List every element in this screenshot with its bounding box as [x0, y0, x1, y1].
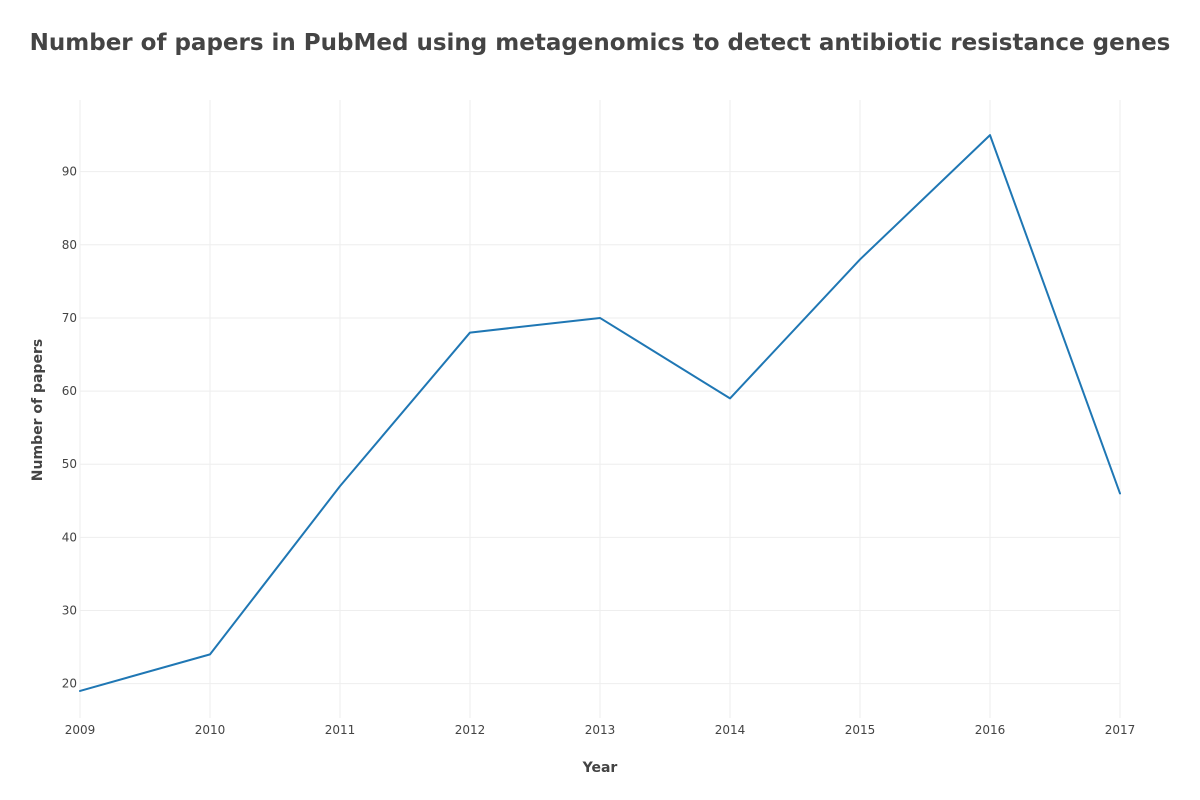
y-tick-label: 90 — [62, 165, 77, 179]
x-tick-label: 2015 — [845, 723, 876, 737]
x-tick-label: 2016 — [975, 723, 1006, 737]
x-tick-label: 2009 — [65, 723, 96, 737]
series-lines — [79, 134, 1121, 692]
x-tick-label: 2017 — [1105, 723, 1136, 737]
x-tick-label: 2013 — [585, 723, 616, 737]
x-axis-title: Year — [582, 760, 618, 776]
y-tick-label: 30 — [62, 603, 77, 617]
x-tick-label: 2010 — [195, 723, 226, 737]
y-axis-title: Number of papers — [30, 339, 46, 481]
x-axis-ticks: 2009 2010 2011 2012 2013 2014 2015 2016 2017 — [65, 723, 1136, 737]
x-tick-label: 2011 — [325, 723, 356, 737]
y-tick-label: 50 — [62, 457, 77, 471]
y-tick-label: 60 — [62, 384, 77, 398]
x-tick-label: 2012 — [455, 723, 486, 737]
y-axis-ticks: 20 30 40 50 60 70 80 90 — [62, 165, 77, 691]
x-tick-label: 2014 — [715, 723, 746, 737]
y-tick-label: 20 — [62, 677, 77, 691]
y-tick-label: 70 — [62, 311, 77, 325]
grid-lines — [79, 100, 1121, 718]
chart-title: Number of papers in PubMed using metagen… — [30, 30, 1171, 56]
series-line — [79, 134, 1121, 692]
y-tick-label: 80 — [62, 238, 77, 252]
y-tick-label: 40 — [62, 530, 77, 544]
